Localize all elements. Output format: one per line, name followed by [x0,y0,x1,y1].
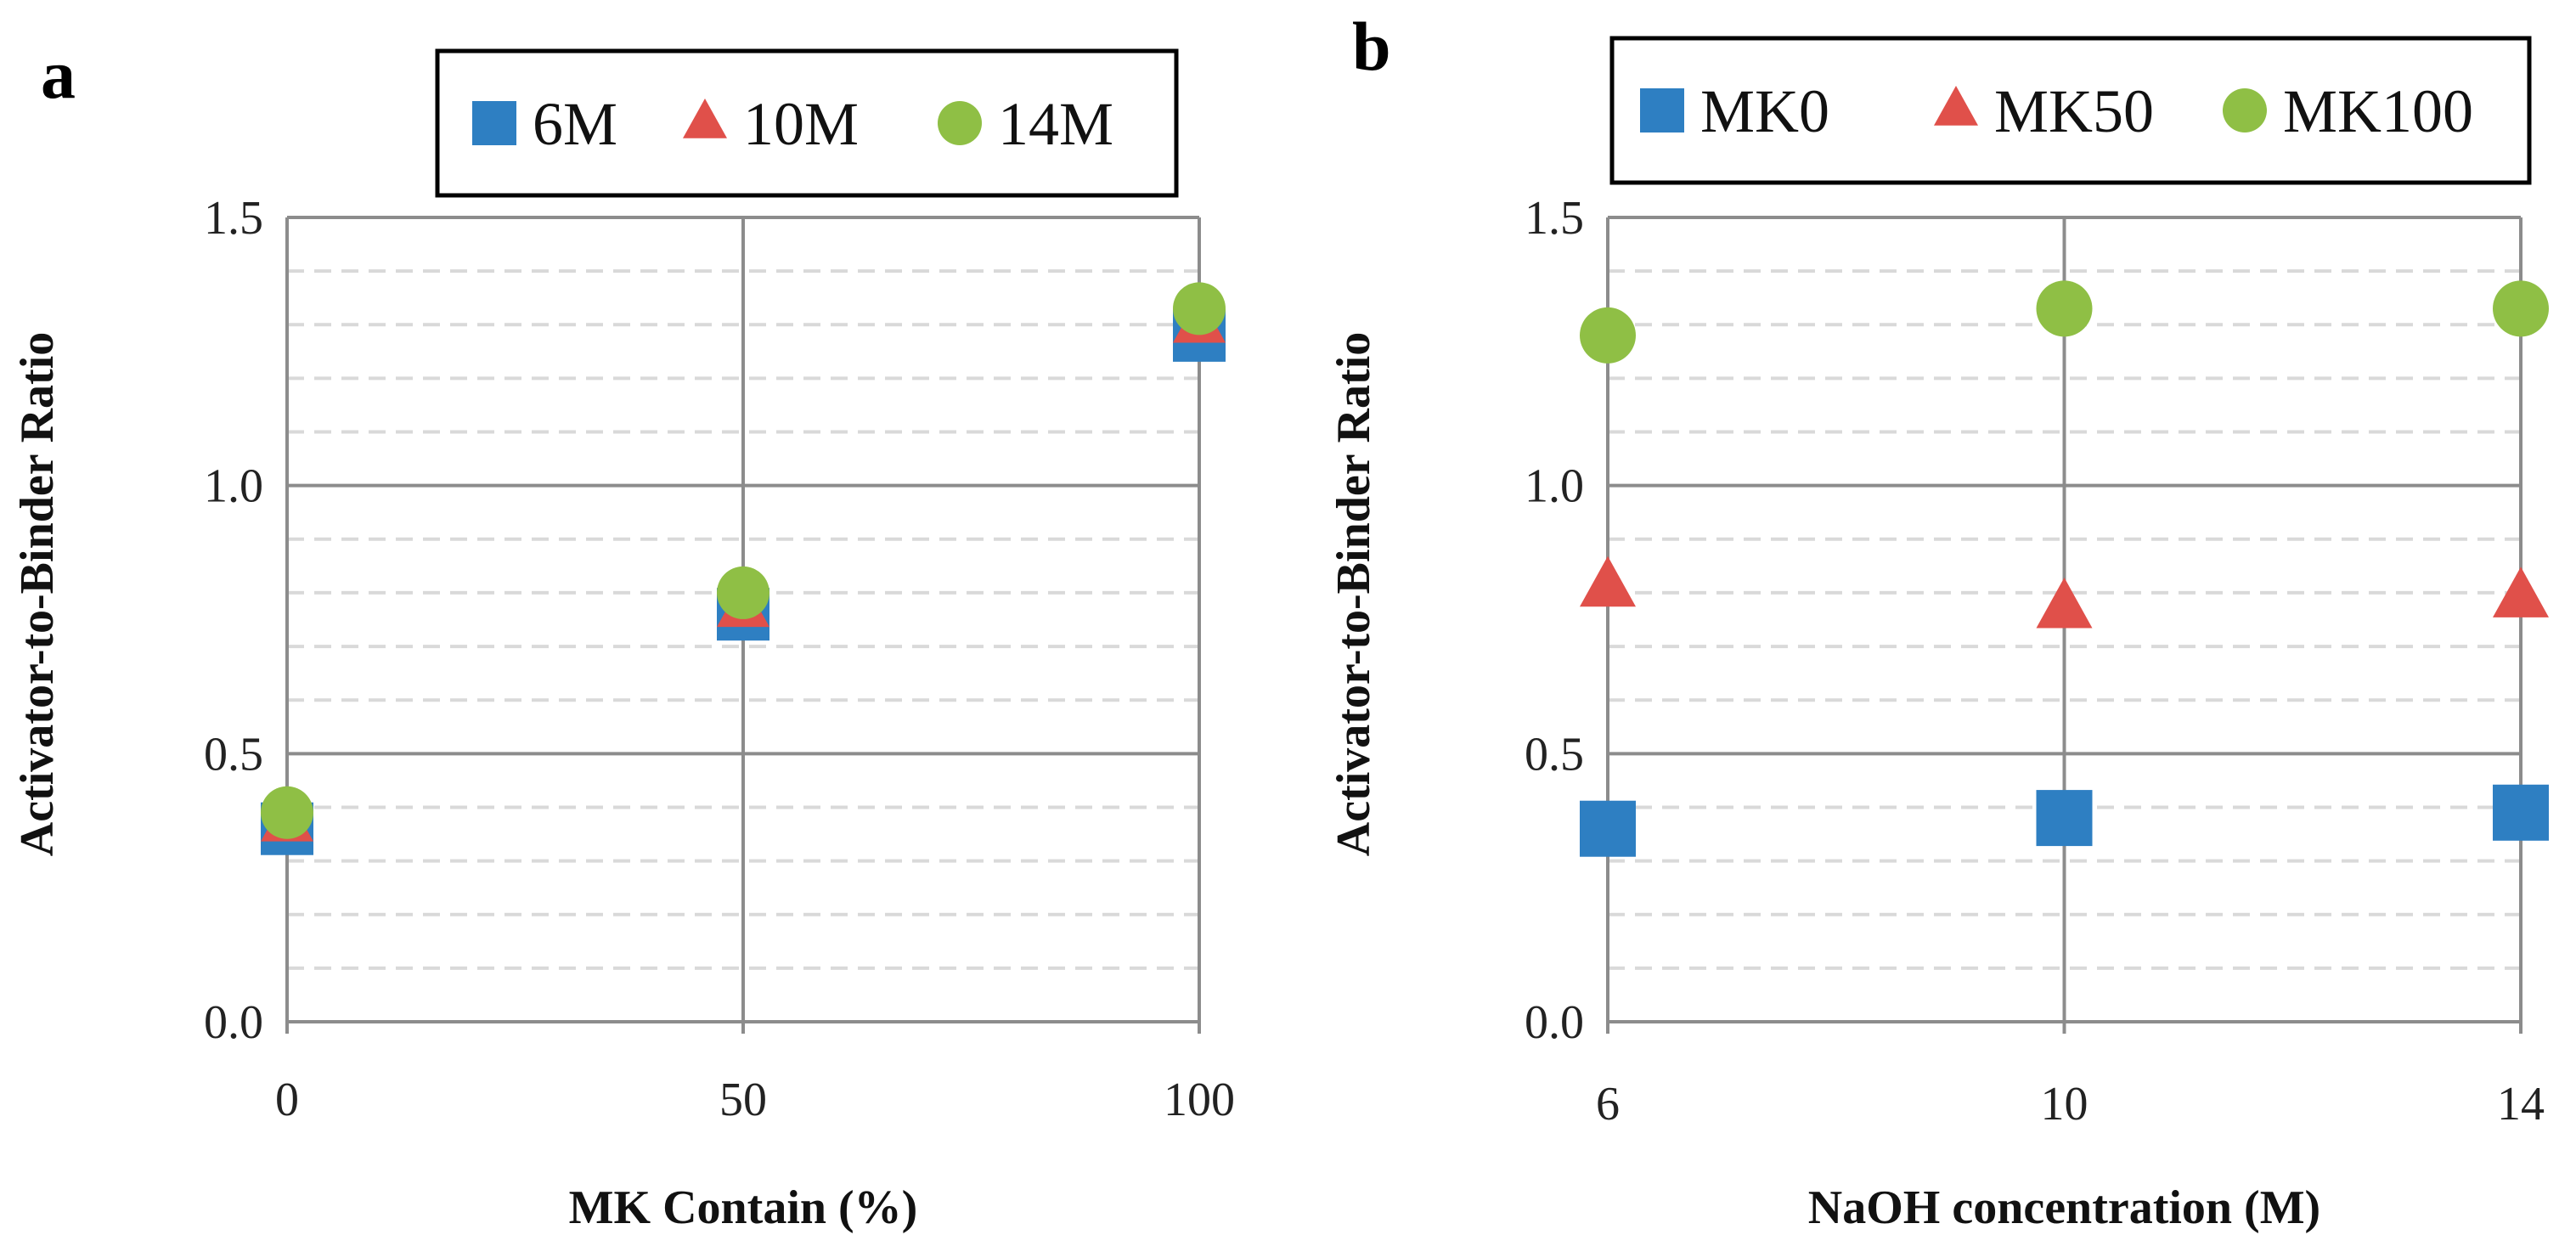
legend-label: 14M [998,90,1113,158]
data-point-14M-100 [1173,282,1226,335]
legend: MK0 MK50 MK100 [1609,36,2532,185]
data-point-MK50-6 [1580,555,1636,607]
legend-label: 6M [533,90,617,158]
chart-panel-b: b 0.0 0.5 1.0 1.5 6 10 14 NaOH concentration (M)… [1327,8,2549,1234]
y-tick-label: 0.5 [204,728,263,781]
x-tick-label: 0 [275,1074,299,1126]
data-point-MK0-14 [2493,784,2549,841]
data-point-MK100-10 [2036,280,2093,337]
legend-label: MK0 [1700,77,1829,145]
legend-marker-14M [938,101,982,145]
data-point-MK50-14 [2493,567,2549,617]
y-tick-label: 1.5 [204,192,263,245]
legend-marker-10M [683,98,727,138]
y-tick-label: 1.0 [204,460,263,513]
data-point-MK50-10 [2036,578,2093,629]
legend-box [435,48,1179,198]
x-tick-label: 50 [719,1074,767,1126]
chart-panel-a: a 0.0 0.5 1.0 1.5 0 50 100 MK Contain (%) Activat… [11,36,1235,1234]
legend-marker-MK50 [1934,85,1978,126]
x-axis-title: MK Contain (%) [569,1181,918,1234]
y-tick-label: 0.5 [1525,728,1584,781]
legend-box [1609,36,2532,185]
legend-marker-6M [472,101,516,145]
y-tick-label: 0.0 [204,996,263,1049]
panel-label: b [1352,8,1391,85]
data-point-MK0-6 [1580,800,1636,857]
legend: 6M 10M 14M [435,48,1179,198]
legend-label: MK100 [2283,77,2473,145]
x-tick-label: 100 [1164,1074,1235,1126]
data-point-14M-50 [717,566,769,619]
y-tick-label: 1.0 [1525,460,1584,513]
y-axis-title: Activator-to-Binder Ratio [11,332,64,856]
data-point-MK100-14 [2493,280,2549,337]
legend-label: 10M [743,90,859,158]
data-point-MK100-6 [1580,307,1636,364]
panel-label: a [41,36,76,113]
y-axis-title: Activator-to-Binder Ratio [1327,332,1380,856]
data-point-14M-0 [261,786,313,839]
x-tick-label: 10 [2041,1078,2088,1130]
y-tick-label: 0.0 [1525,996,1584,1049]
data-point-MK0-10 [2036,790,2093,847]
x-axis-title: NaOH concentration (M) [1808,1181,2320,1234]
legend-marker-MK0 [1640,88,1684,132]
y-tick-label: 1.5 [1525,192,1584,245]
legend-label: MK50 [1994,77,2154,145]
legend-marker-MK100 [2223,88,2267,132]
x-tick-label: 6 [1596,1078,1620,1130]
x-tick-label: 14 [2497,1078,2545,1130]
